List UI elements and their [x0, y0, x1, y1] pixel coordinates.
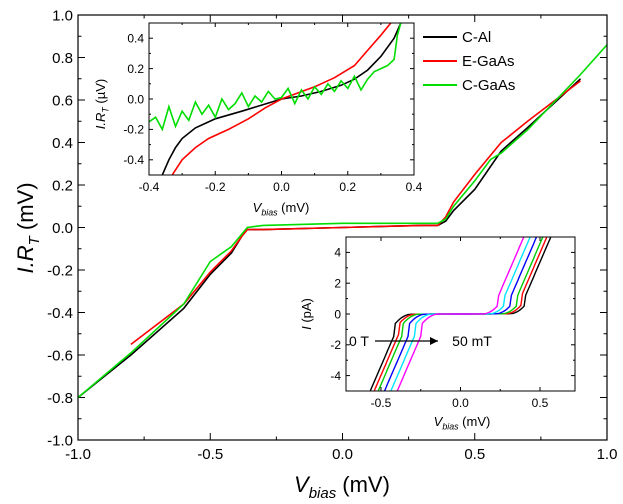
inset_bottom-xtick-label: 0.0	[452, 396, 469, 410]
main-ytick-label: -0.6	[47, 347, 73, 364]
main-xtick-label: -0.5	[197, 446, 223, 463]
inset_top-ytick-label: -0.4	[123, 153, 144, 167]
main-y-axis-label: I.RT (mV)	[13, 182, 43, 273]
series-line-c-gaas	[149, 23, 402, 132]
inset_bottom-group: -0.5 0.0 0.5 -4 -2 0 2 4	[330, 236, 576, 410]
series-line-c-gaas	[78, 44, 607, 399]
main-xtick-label: 1.0	[597, 446, 618, 463]
legend: C-Al E-GaAs C-GaAs	[423, 29, 515, 94]
main-ytick-label: -0.8	[47, 390, 73, 407]
legend-label-c-gaas: C-GaAs	[462, 77, 515, 94]
inset_top-xtick-label: 0.4	[406, 180, 423, 194]
main-ytick-label: -1.0	[47, 432, 73, 449]
inset_bottom-ytick-label: 2	[334, 277, 341, 291]
inset_top-group: -0.4 -0.2 0.0 0.2 0.4 -0.4 -0.2 0.0 0.2 0.4	[123, 22, 423, 194]
main-ytick-label: 0.0	[52, 220, 73, 237]
main-ytick-label: 0.8	[52, 50, 73, 67]
series-line-e-gaas	[171, 23, 392, 175]
inset_top-xtick-label: -0.2	[205, 180, 226, 194]
inset_top-ytick-label: 0.4	[127, 32, 144, 46]
main-ytick-label: 0.6	[52, 92, 73, 109]
main-group: -1.0 -0.5 0.0 0.5 1.0 -1.0 -0.8 -0.6 -0.4 -0.2 0.0…	[47, 7, 617, 463]
inset_bottom-ytick-label: 0	[334, 307, 341, 321]
main-ytick-label: -0.2	[47, 262, 73, 279]
inset-top-x-axis-label: Vbias (mV)	[253, 200, 310, 218]
main-xtick-label: -1.0	[65, 446, 91, 463]
inset_top-xtick-label: -0.4	[139, 180, 160, 194]
legend-label-e-gaas: E-GaAs	[462, 53, 515, 70]
main-x-axis-label: Vbias (mV)	[294, 472, 390, 502]
annotation-start-label: 0 T	[349, 333, 369, 349]
main-ytick-label: 1.0	[52, 7, 73, 24]
inset-bottom-frame	[345, 236, 576, 392]
main-ytick-label: -0.4	[47, 305, 73, 322]
inset_top-ytick-label: 0.2	[127, 62, 144, 76]
main-ytick-label: 0.4	[52, 135, 73, 152]
annotation-end-label: 50 mT	[452, 333, 492, 349]
inset_top-xtick-label: 0.0	[273, 180, 290, 194]
inset-bottom-x-axis-label: Vbias (mV)	[434, 414, 491, 432]
legend-label-c-al: C-Al	[462, 29, 491, 46]
inset_bottom-ytick-label: -4	[330, 369, 341, 383]
inset_bottom-ytick-label: 4	[334, 246, 341, 260]
annotation-arrowhead	[430, 337, 438, 345]
inset_bottom-ytick-label: -2	[330, 338, 341, 352]
inset_top-ytick-label: 0.0	[127, 92, 144, 106]
inset_top-ytick-label: -0.2	[123, 123, 144, 137]
main-ytick-label: 0.2	[52, 177, 73, 194]
inset_bottom-xtick-label: 0.5	[532, 396, 549, 410]
series-line-e-gaas	[130, 80, 581, 346]
inset-bottom-y-axis-label: I (pA)	[299, 298, 314, 330]
inset_top-xtick-label: 0.2	[339, 180, 356, 194]
field-annotation: 0 T 50 mT	[349, 333, 492, 349]
main-xtick-label: 0.0	[332, 446, 353, 463]
inset-top-frame	[148, 22, 415, 176]
inset-top-y-axis-label: I.RT (µV)	[93, 79, 111, 129]
iv-curve	[396, 237, 525, 391]
main-frame	[77, 14, 608, 441]
inset_bottom-xtick-label: -0.5	[371, 396, 392, 410]
main-xtick-label: 0.5	[464, 446, 485, 463]
